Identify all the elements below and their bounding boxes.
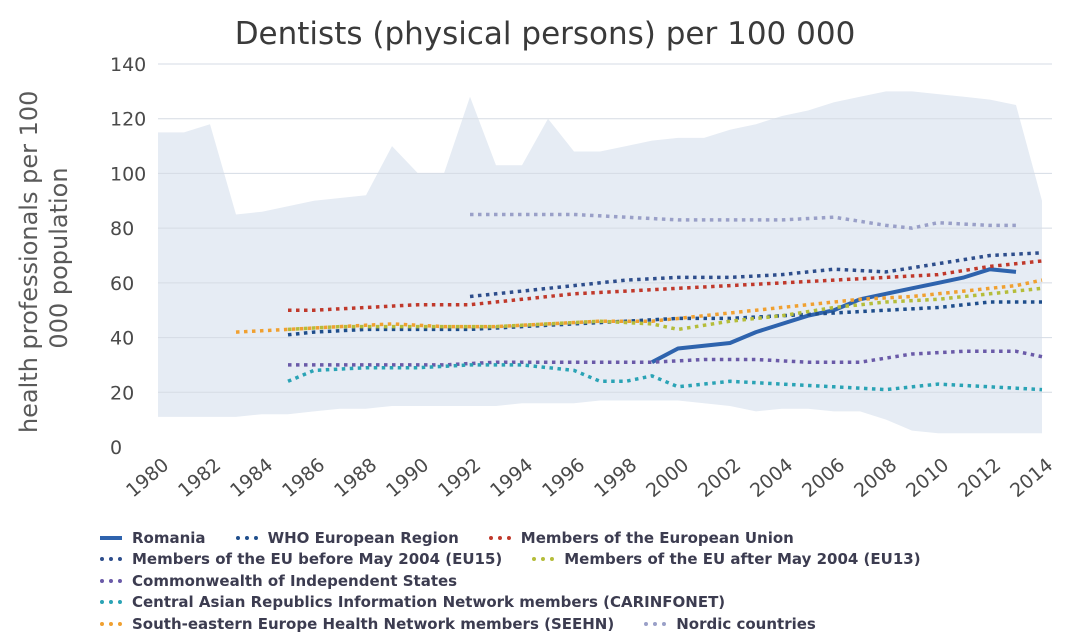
x-tick-label: 2010	[902, 454, 953, 502]
y-axis-label: health professionals per 100 000 populat…	[15, 83, 73, 433]
x-tick-label: 1992	[434, 454, 485, 502]
y-axis-label-line-2: 000 population	[45, 167, 73, 348]
y-tick-label: 100	[110, 163, 146, 185]
x-tick-label: 1998	[590, 454, 641, 502]
x-tick-label: 2006	[798, 454, 849, 502]
chart: Dentists (physical persons) per 100 000 …	[15, 16, 1057, 502]
x-tick-label: 1988	[330, 454, 381, 502]
legend-swatch	[235, 535, 258, 540]
y-tick-label: 60	[110, 273, 134, 295]
legend-item: Members of the European Union	[488, 528, 794, 547]
legend-label: South-eastern Europe Health Network memb…	[132, 614, 615, 633]
legend-label: Nordic countries	[676, 614, 816, 633]
y-tick-label: 140	[110, 54, 146, 76]
x-tick-label: 2014	[1006, 454, 1057, 502]
x-tick-label: 2004	[746, 454, 797, 502]
legend-label: Commonwealth of Independent States	[132, 571, 458, 590]
y-tick-label: 40	[110, 328, 134, 350]
series-line-2	[288, 259, 1043, 312]
x-tick-label: 1994	[486, 454, 537, 502]
legend-swatch	[100, 535, 122, 540]
legend-swatch	[488, 535, 511, 540]
range-band-layer	[158, 91, 1042, 434]
x-tick-label: 1980	[122, 454, 173, 502]
series-line-4	[287, 286, 1043, 332]
legend-swatch	[100, 621, 122, 626]
x-tick-label: 1986	[278, 454, 329, 502]
legend-row: Members of the EU before May 2004 (EU15)…	[100, 549, 1060, 571]
legend-swatch	[100, 557, 122, 562]
legend-row: South-eastern Europe Health Network memb…	[100, 613, 1060, 635]
legend-swatch	[644, 621, 667, 626]
x-tick-label: 2000	[642, 454, 693, 502]
legend-row: Commonwealth of Independent States	[100, 570, 1060, 592]
y-tick-label: 20	[110, 382, 134, 404]
legend-swatch	[100, 600, 122, 605]
series-line-7	[235, 278, 1043, 334]
legend-label: Romania	[132, 528, 206, 547]
y-axis-label-line-1: health professionals per 100	[15, 91, 43, 433]
range-band	[158, 91, 1042, 434]
x-tick-label: 2012	[954, 454, 1005, 502]
legend-item: WHO European Region	[235, 528, 459, 547]
x-tick-label: 1990	[382, 454, 433, 502]
legend-item: Romania	[100, 529, 206, 547]
x-tick-label: 1996	[538, 454, 589, 502]
legend: Romania WHO European Region Members of the…	[100, 527, 1060, 635]
legend-swatch	[532, 557, 555, 562]
legend-item: Members of the EU before May 2004 (EU15)	[100, 550, 502, 568]
legend-label: Central Asian Republics Information Netw…	[132, 593, 726, 612]
chart-title: Dentists (physical persons) per 100 000	[235, 16, 856, 52]
series-line-8	[470, 212, 1016, 230]
legend-label: WHO European Region	[267, 528, 459, 547]
series-line-0	[651, 267, 1017, 364]
legend-row: Central Asian Republics Information Netw…	[100, 592, 1060, 614]
legend-label: Members of the EU before May 2004 (EU15)	[132, 550, 503, 569]
x-tick-label: 1984	[226, 454, 277, 502]
x-tick-label: 1982	[174, 454, 225, 502]
series-line-5	[288, 349, 1043, 367]
legend-swatch	[100, 578, 122, 583]
legend-item: Central Asian Republics Information Netw…	[100, 593, 725, 611]
y-tick-label: 0	[110, 437, 122, 459]
legend-item: Commonwealth of Independent States	[100, 572, 457, 590]
y-tick-label: 80	[110, 218, 134, 240]
series-layer	[235, 212, 1043, 392]
x-tick-label: 2002	[694, 454, 745, 502]
legend-label: Members of the EU after May 2004 (EU13)	[564, 550, 921, 569]
y-tick-label: 120	[110, 109, 146, 131]
x-tick-layer: 1980 1982 1984 1986 1988 1990 1992 1994 1996 1998…	[122, 454, 1057, 502]
legend-item: Members of the EU after May 2004 (EU13)	[532, 550, 921, 569]
series-line-1	[287, 300, 1042, 337]
legend-row: Romania WHO European Region Members of the…	[100, 527, 1060, 549]
legend-item: Nordic countries	[644, 615, 816, 633]
x-tick-label: 2008	[850, 454, 901, 502]
legend-item: South-eastern Europe Health Network memb…	[100, 615, 614, 633]
legend-label: Members of the European Union	[520, 528, 794, 547]
y-tick-layer: 0 20 40 60 80 100 120 140	[110, 54, 146, 459]
